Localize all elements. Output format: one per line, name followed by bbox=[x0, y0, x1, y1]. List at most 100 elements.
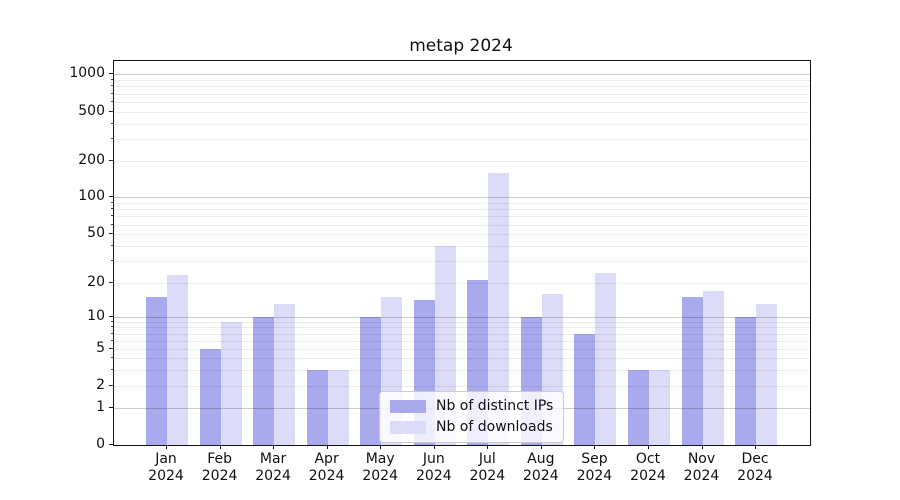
x-axis-tick-label-line: Jan bbox=[155, 451, 177, 467]
bar-distinct-ips bbox=[681, 296, 703, 445]
x-axis-tick-label: Jun 2024 bbox=[416, 451, 452, 485]
y-axis-minor-tick-mark bbox=[111, 160, 113, 161]
legend-item-downloads: Nb of downloads bbox=[390, 419, 553, 435]
y-axis-minor-tick-mark bbox=[111, 332, 113, 334]
x-axis-tick-mark bbox=[648, 445, 649, 449]
y-axis-tick-label: 1 bbox=[96, 399, 105, 416]
y-axis-minor-tick-mark bbox=[111, 215, 113, 217]
y-axis-tick-label: 0 bbox=[96, 436, 105, 452]
y-axis-tick-label: 50 bbox=[87, 225, 105, 242]
y-axis-tick-label: 500 bbox=[78, 102, 105, 119]
x-axis-tick-label-line: 2024 bbox=[415, 468, 452, 484]
x-axis-tick-label-line: 2024 bbox=[522, 468, 559, 484]
bar-distinct-ips bbox=[627, 369, 649, 445]
y-axis-tick-mark bbox=[109, 444, 113, 445]
x-axis-tick-label-line: Nov bbox=[687, 451, 716, 467]
y-axis-minor-tick-mark bbox=[111, 201, 113, 203]
x-axis-tick-label: Jan 2024 bbox=[148, 451, 184, 485]
x-axis-tick-label: Apr 2024 bbox=[309, 451, 345, 485]
bar-distinct-ips bbox=[306, 369, 328, 445]
y-axis-tick-mark bbox=[109, 196, 113, 197]
x-axis-tick-mark bbox=[166, 445, 167, 449]
bar-downloads bbox=[220, 321, 242, 445]
bar-distinct-ips bbox=[253, 317, 275, 445]
y-axis-minor-tick-mark bbox=[111, 245, 113, 247]
bar-distinct-ips bbox=[360, 317, 382, 445]
chart-title: metap 2024 bbox=[409, 36, 513, 56]
y-gridline-minor bbox=[114, 202, 810, 204]
bar-downloads bbox=[488, 172, 510, 445]
y-gridline-minor bbox=[114, 161, 810, 162]
y-axis-tick-label: 1000 bbox=[69, 65, 105, 82]
x-axis-tick-label-line: Oct bbox=[635, 451, 661, 467]
y-axis-minor-tick-mark bbox=[111, 122, 113, 124]
y-gridline-minor bbox=[114, 93, 810, 95]
x-axis-tick-label-line: 2024 bbox=[683, 468, 720, 484]
x-axis-tick-label-line: Sep bbox=[581, 451, 608, 467]
x-axis-tick-mark bbox=[380, 445, 382, 449]
x-axis-tick-label-line: 2024 bbox=[148, 468, 184, 484]
bar-downloads bbox=[702, 290, 724, 445]
x-axis-tick-label-line: 2024 bbox=[362, 468, 399, 484]
x-axis-tick-mark bbox=[219, 445, 221, 449]
y-axis-tick-mark bbox=[109, 407, 113, 409]
x-axis-tick-label-line: Jun bbox=[422, 451, 445, 467]
bar-downloads bbox=[327, 369, 349, 445]
y-axis-minor-tick-mark bbox=[111, 357, 113, 359]
y-axis-tick-label: 10 bbox=[87, 308, 105, 324]
x-axis-tick-label: Sep 2024 bbox=[577, 451, 613, 485]
x-axis-tick-label: May 2024 bbox=[362, 451, 398, 485]
y-axis-tick-label: 5 bbox=[96, 340, 105, 357]
y-axis-minor-tick-mark bbox=[111, 326, 113, 328]
y-gridline-minor bbox=[114, 80, 810, 81]
legend-label-downloads: Nb of downloads bbox=[436, 419, 553, 435]
bar-distinct-ips bbox=[199, 349, 221, 445]
x-axis-tick-label-line: 2024 bbox=[630, 468, 666, 484]
y-axis-minor-tick-mark bbox=[111, 92, 113, 94]
y-axis-tick-label: 200 bbox=[78, 152, 105, 168]
x-axis-tick-label: Aug 2024 bbox=[523, 451, 559, 485]
y-gridline-minor bbox=[114, 101, 810, 103]
bar-downloads bbox=[274, 304, 296, 445]
legend: Nb of distinct IPs Nb of downloads bbox=[379, 391, 565, 443]
x-axis-tick-label: Jul 2024 bbox=[469, 451, 505, 485]
legend-label-distinct-ips: Nb of distinct IPs bbox=[436, 398, 554, 414]
y-axis-minor-tick-mark bbox=[111, 110, 113, 112]
y-gridline-minor bbox=[114, 224, 810, 226]
x-axis-tick-label: Nov 2024 bbox=[684, 451, 720, 485]
legend-item-distinct-ips: Nb of distinct IPs bbox=[390, 398, 553, 414]
y-axis-minor-tick-mark bbox=[111, 223, 113, 225]
y-gridline-minor bbox=[114, 111, 810, 113]
y-gridline-minor bbox=[114, 209, 810, 210]
x-axis-tick-mark bbox=[540, 445, 542, 449]
x-axis-tick-mark bbox=[433, 445, 435, 449]
y-axis-minor-tick-mark bbox=[111, 339, 113, 341]
bar-distinct-ips bbox=[146, 296, 167, 445]
y-gridline-minor bbox=[114, 139, 810, 141]
x-axis-tick-label-line: 2024 bbox=[201, 468, 238, 484]
x-axis-tick-label-line: May bbox=[365, 451, 395, 467]
y-gridline-major bbox=[114, 74, 810, 76]
y-gridline-minor bbox=[114, 261, 810, 263]
bar-distinct-ips bbox=[574, 333, 596, 445]
x-axis-tick-mark bbox=[326, 445, 328, 449]
y-axis-tick-label: 2 bbox=[96, 377, 105, 393]
y-gridline-minor bbox=[114, 246, 810, 248]
x-axis-tick-label-line: Aug bbox=[527, 451, 555, 467]
x-axis-tick-label-line: 2024 bbox=[737, 468, 773, 484]
y-axis-minor-tick-mark bbox=[111, 260, 113, 262]
x-axis-tick-mark bbox=[273, 445, 275, 449]
y-axis-minor-tick-mark bbox=[111, 385, 113, 386]
y-axis-minor-tick-mark bbox=[111, 320, 113, 322]
y-gridline-major bbox=[114, 197, 810, 198]
x-axis-tick-label: Dec 2024 bbox=[737, 451, 773, 485]
y-gridline-minor bbox=[114, 86, 810, 88]
y-axis-tick-label: 20 bbox=[87, 273, 105, 290]
x-axis-tick-label-line: 2024 bbox=[308, 468, 345, 484]
y-gridline-minor bbox=[114, 123, 810, 125]
y-gridline-minor bbox=[114, 216, 810, 218]
bar-downloads bbox=[756, 304, 778, 445]
x-axis-tick-label-line: Mar bbox=[259, 451, 287, 467]
x-axis-tick-mark bbox=[594, 445, 596, 449]
